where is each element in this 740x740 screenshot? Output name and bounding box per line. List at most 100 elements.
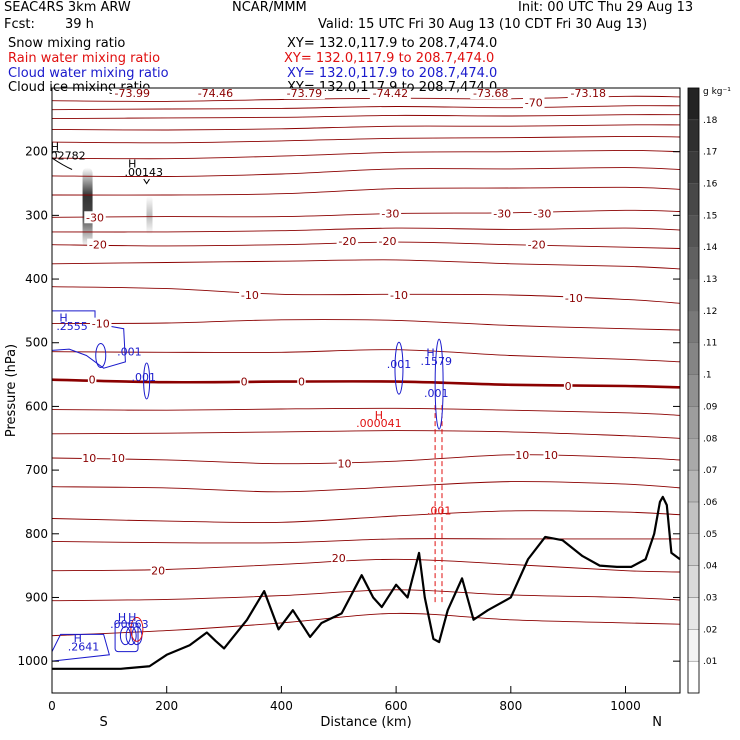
cloud-water-label: H: [74, 632, 82, 645]
cloud-water-contour: [114, 622, 139, 653]
temperature-label-bg: [531, 207, 554, 220]
temperature-label: -30: [381, 207, 399, 220]
field-name-rain: Rain water mixing ratio: [8, 51, 161, 66]
temperature-contour: [52, 124, 680, 131]
temperature-contour: [52, 209, 680, 218]
temperature-label-bg: [89, 317, 112, 330]
temperature-label: -10: [390, 289, 408, 302]
init-time: Init: 00 UTC Thu 29 Aug 13: [518, 0, 694, 15]
temperature-contour: [52, 135, 680, 144]
temperature-label-bg: [491, 207, 513, 220]
cloud-ice-label: H: [128, 158, 136, 171]
temperature-label-bg: [336, 234, 359, 247]
cloud-water-contour: [95, 342, 107, 368]
colorbar-tick-label: .18: [703, 116, 718, 126]
temperature-label-bg: [567, 88, 609, 100]
temperature-label: -30: [86, 211, 104, 224]
temperature-contour: [52, 349, 680, 363]
snow-shade-column: [82, 167, 93, 248]
temperature-label-bg: [543, 448, 559, 461]
cloud-ice-label: .02782: [47, 149, 86, 162]
cloud-water-label: .001: [117, 345, 142, 358]
temperature-contour: [52, 612, 680, 637]
colorbar-segment: [687, 215, 700, 248]
temperature-label: 0: [565, 380, 572, 393]
colorbar-unit: g kg⁻¹: [703, 87, 731, 97]
cloud-water-contour: [119, 626, 131, 646]
temperature-label: -30: [493, 207, 511, 220]
colorbar-segment: [687, 565, 700, 598]
cloud-ice-label: H: [51, 140, 59, 153]
temperature-label: 10: [82, 452, 96, 465]
temperature-contour: [52, 149, 680, 160]
temperature-contour: [52, 319, 680, 331]
field-xy-snow: XY= 132.0,117.9 to 208.7,474.0: [287, 36, 498, 51]
x-tick-label: 400: [270, 699, 293, 713]
temperature-label-bg: [239, 288, 261, 301]
temperature-label: -10: [92, 318, 110, 331]
x-tick-label: 600: [385, 699, 408, 713]
y-axis-title: Pressure (hPa): [4, 344, 19, 437]
colorbar-frame: [687, 87, 700, 694]
colorbar-tick-label: .1: [703, 371, 712, 381]
colorbar-segment: [687, 660, 700, 694]
temperature-contour: [52, 241, 680, 249]
temperature-label-bg: [297, 375, 306, 388]
x-tick-label: 800: [499, 699, 522, 713]
temperature-contour: [52, 114, 680, 120]
colorbar-segment: [687, 597, 700, 630]
colorbar-segment: [687, 278, 700, 312]
colorbar-segment: [687, 501, 700, 534]
colorbar-tick-label: .16: [703, 180, 718, 190]
cloud-water-contour: [52, 310, 126, 369]
cloud-water-label: .001: [424, 387, 449, 400]
colorbar-tick-label: .12: [703, 307, 717, 317]
cloud-water-label: H: [426, 347, 434, 360]
y-tick-label: 1000: [17, 654, 48, 668]
temperature-label: 0: [89, 374, 96, 387]
x-end-label-north: N: [652, 715, 662, 730]
x-end-label-south: S: [99, 715, 107, 730]
temperature-label-bg: [194, 88, 236, 100]
temperature-label: -10: [565, 292, 583, 305]
temperature-contour: [52, 558, 680, 573]
temperature-label: 0: [241, 376, 248, 389]
temperature-label-bg: [239, 375, 249, 388]
colorbar-tick-label: .02: [703, 625, 717, 635]
temperature-label-bg: [470, 88, 512, 100]
temperature-label: -73.99: [115, 87, 150, 100]
colorbar-tick-label: .07: [703, 466, 717, 476]
y-tick-label: 400: [25, 272, 48, 286]
field-xy-rain: XY= 132.0,117.9 to 208.7,474.0: [284, 51, 495, 66]
temperature-label: 10: [515, 449, 529, 462]
colorbar-segment: [687, 629, 700, 662]
temperature-label-bg: [563, 380, 573, 393]
temperature-contour: [52, 105, 680, 111]
cloud-water-contour: [143, 362, 151, 400]
cloud-ice-label: .00143: [125, 166, 164, 179]
colorbar-tick-label: .04: [703, 562, 718, 572]
temperature-label: -20: [379, 235, 397, 248]
temperature-label: -20: [338, 235, 356, 248]
cloud-water-contour: [394, 341, 404, 395]
cloud-water-label: .00663: [110, 618, 149, 631]
temperature-label-bg: [111, 88, 153, 100]
temperature-contour: [52, 259, 680, 270]
cloud-water-label: .1579: [421, 355, 453, 368]
temperature-label-bg: [563, 292, 585, 305]
temperature-label: -30: [533, 207, 551, 220]
temperature-contour: [52, 407, 680, 416]
colorbar-tick-label: .01: [703, 657, 717, 667]
temperature-label-bg: [525, 238, 548, 251]
colorbar-segment: [687, 151, 700, 184]
colorbar-tick-label: .08: [703, 434, 718, 444]
forecast-label: Fcst:: [4, 17, 35, 32]
cloud-ice-contour: [143, 178, 150, 185]
colorbar-segment: [687, 87, 700, 121]
colorbar-tick-label: .15: [703, 211, 717, 221]
cloud-water-label: H: [59, 312, 67, 325]
temperature-label-bg: [150, 564, 166, 577]
y-tick-label: 600: [25, 399, 48, 413]
field-name-snow: Snow mixing ratio: [8, 36, 126, 51]
temperature-contour: [52, 538, 680, 544]
